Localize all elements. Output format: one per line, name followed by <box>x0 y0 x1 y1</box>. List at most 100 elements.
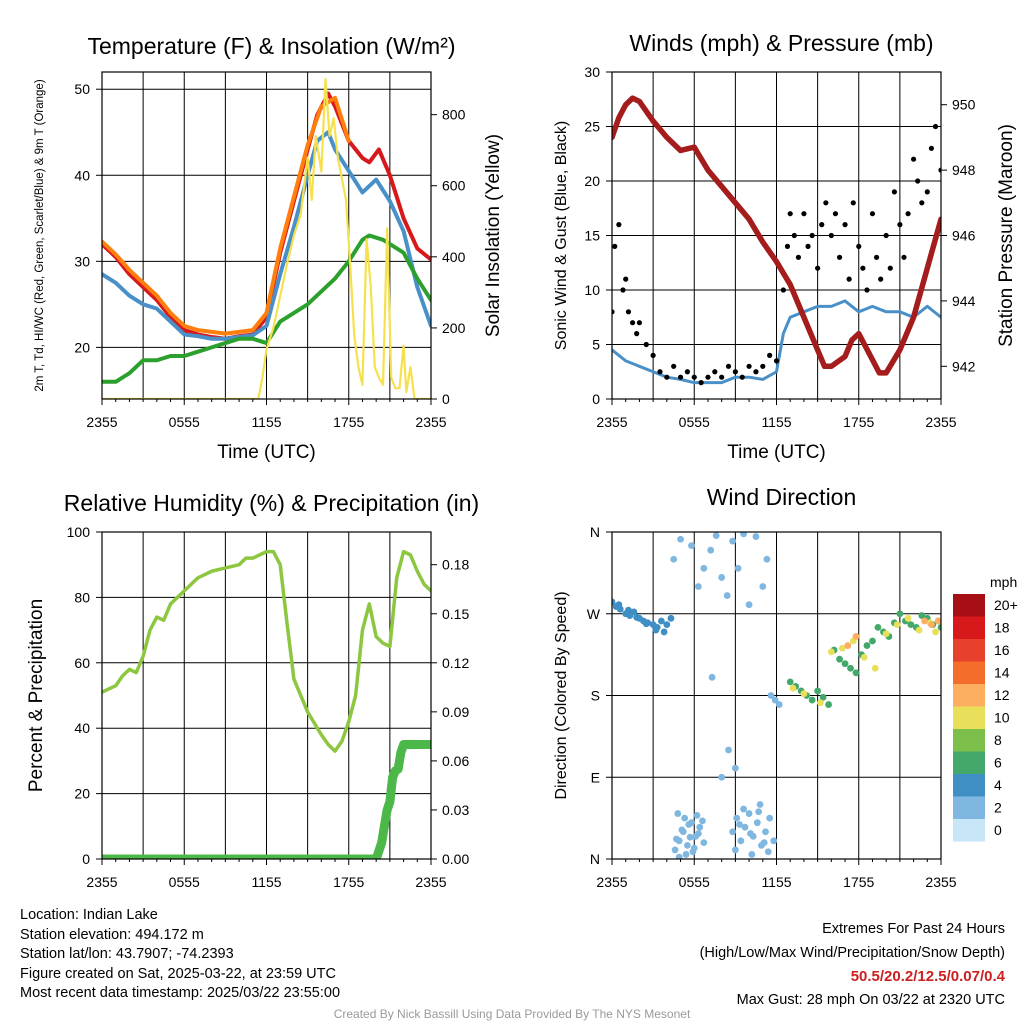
gust-point <box>887 265 893 271</box>
direction-point <box>694 583 702 590</box>
location-text: Location: Indian Lake <box>20 907 158 923</box>
direction-point <box>847 664 854 672</box>
y-tick-label: 0 <box>82 851 90 867</box>
direction-point <box>642 620 650 628</box>
chart-title: Winds (mph) & Pressure (mb) <box>629 30 933 56</box>
x-tick-label: 2355 <box>925 414 956 430</box>
max-gust-text: Max Gust: 28 mph On 03/22 at 2320 UTC <box>736 991 1005 1008</box>
direction-point <box>700 839 708 847</box>
x-tick-label: 1755 <box>843 874 874 890</box>
direction-point <box>893 621 901 629</box>
y-axis-label: 2m T, Td, HI/WC (Red, Green, Scarlet/Blu… <box>34 79 46 391</box>
x-tick-label: 0555 <box>169 874 200 890</box>
chart-humidity: 0 20 40 60 80 100 0.00 0.03 0.06 0.09 0.12 0.15 0.18… <box>26 490 479 890</box>
direction-point <box>753 819 761 827</box>
gust-point <box>612 243 618 249</box>
direction-point <box>814 687 822 695</box>
legend-swatch <box>953 594 985 617</box>
direction-point <box>770 837 778 845</box>
y2-tick-label: 946 <box>952 228 976 244</box>
direction-point <box>789 684 797 692</box>
gust-point <box>836 254 843 260</box>
chart-title: Wind Direction <box>707 484 857 510</box>
direction-point <box>729 537 737 545</box>
direction-point <box>800 690 808 698</box>
y2-tick-label: 0.03 <box>442 802 469 818</box>
direction-point <box>696 823 704 831</box>
gust-point <box>719 374 725 380</box>
direction-point <box>694 830 702 837</box>
direction-point <box>852 633 860 640</box>
direction-point <box>682 851 690 858</box>
direction-point <box>915 626 923 634</box>
y-tick-label: 30 <box>74 253 90 269</box>
y-tick-label: 5 <box>592 337 600 353</box>
gust-point <box>801 211 807 217</box>
direction-point <box>615 601 623 609</box>
series-line <box>102 549 431 753</box>
series-line <box>102 95 351 336</box>
direction-point <box>756 801 764 808</box>
direction-point <box>752 533 760 540</box>
gust-point <box>623 276 629 282</box>
gust-point <box>878 276 884 282</box>
direction-point <box>736 821 743 828</box>
gust-point <box>883 232 889 239</box>
gust-point <box>891 189 897 195</box>
direction-point <box>630 608 638 616</box>
y-tick-label: 30 <box>584 64 600 80</box>
direction-point <box>907 621 915 629</box>
gust-point <box>620 287 626 293</box>
direction-point <box>932 628 939 636</box>
gust-point <box>657 369 663 375</box>
y2-tick-label: 400 <box>442 249 466 265</box>
gust-point <box>856 243 862 249</box>
direction-point <box>896 610 904 618</box>
chart-direction: N E S W N 2355 0555 1155 1755 2355 mph 20+ 18 16 14 12 1… <box>553 484 1018 890</box>
direction-point <box>819 693 827 701</box>
direction-point <box>675 853 683 859</box>
y2-tick-label: 948 <box>952 162 976 178</box>
legend-swatch <box>953 639 985 662</box>
direction-point <box>786 678 794 686</box>
direction-point <box>652 626 660 634</box>
direction-point <box>625 606 632 614</box>
y-tick-label: 60 <box>74 655 90 671</box>
direction-point <box>688 542 695 550</box>
direction-point <box>808 696 816 704</box>
plot-frame <box>101 71 432 400</box>
direction-point <box>747 830 754 837</box>
legend-label: 6 <box>994 755 1002 771</box>
x-tick-label: 0555 <box>169 414 200 430</box>
gust-point <box>842 222 848 228</box>
extremes-subtitle: (High/Low/Max Wind/Precipitation/Snow De… <box>699 944 1005 961</box>
direction-point <box>731 846 739 854</box>
direction-point <box>678 826 686 834</box>
direction-point <box>937 623 941 631</box>
direction-point <box>740 532 747 538</box>
direction-point <box>771 696 779 704</box>
y-axis-label: Direction (Colored By Speed) <box>553 591 570 799</box>
x-tick-label: 1155 <box>251 414 281 430</box>
direction-point <box>718 773 726 781</box>
x-tick-label: 2355 <box>596 874 627 890</box>
direction-point <box>657 617 665 625</box>
gust-point <box>746 363 752 369</box>
direction-point <box>934 617 941 625</box>
direction-point <box>673 835 680 843</box>
gust-point <box>869 211 876 217</box>
y-tick-label: 20 <box>584 173 600 189</box>
legend-swatch <box>953 706 985 729</box>
y-tick-label: 15 <box>584 228 600 244</box>
legend-swatch <box>953 751 985 774</box>
direction-point <box>928 621 935 629</box>
y2-tick-label: 942 <box>952 358 976 374</box>
plot-frame <box>611 71 942 400</box>
gust-point <box>809 232 815 239</box>
direction-point <box>731 764 739 772</box>
direction-point <box>707 546 715 554</box>
direction-point <box>741 823 749 831</box>
direction-point <box>670 555 678 563</box>
gust-point <box>712 369 718 375</box>
chart-title: Relative Humidity (%) & Precipitation (i… <box>64 490 479 516</box>
